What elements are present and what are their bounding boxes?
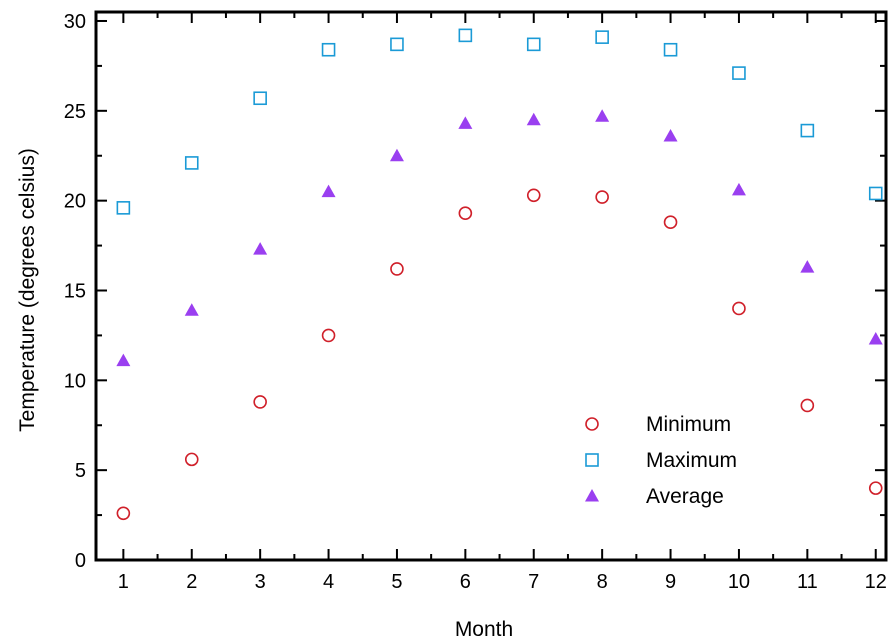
- minimum-point: [390, 262, 404, 276]
- maximum-point: [800, 123, 815, 138]
- x-tick-label: 11: [797, 571, 818, 593]
- axis-ticks: [96, 12, 886, 561]
- minimum-point: [663, 215, 678, 230]
- maximum-point: [526, 37, 541, 52]
- x-tick-label: 8: [597, 571, 608, 593]
- minimum-point: [868, 481, 883, 495]
- y-axis-label: Temperature (degrees celsius): [16, 148, 39, 432]
- average-point: [663, 128, 678, 142]
- maximum-point: [321, 42, 336, 57]
- series-minimum: [116, 188, 883, 521]
- minimum-point: [116, 506, 131, 521]
- x-tick-label: 7: [528, 571, 539, 593]
- average-point: [800, 260, 815, 273]
- x-tick-label: 9: [665, 571, 676, 593]
- average-point: [321, 184, 336, 198]
- maximum-point: [458, 28, 473, 43]
- x-tick-label: 3: [255, 571, 266, 593]
- minimum-point: [595, 190, 609, 204]
- legend-marker-average: [585, 489, 599, 502]
- data-points: [116, 28, 883, 521]
- legend-marker-minimum: [585, 417, 599, 431]
- x-tick-label: 1: [118, 571, 129, 593]
- y-tick-label: 20: [64, 191, 86, 213]
- legend-marker-maximum: [585, 453, 599, 467]
- minimum-point: [800, 398, 815, 413]
- minimum-point: [458, 206, 473, 221]
- legend-label-maximum: Maximum: [646, 449, 737, 472]
- y-tick-label: 25: [64, 101, 86, 123]
- maximum-point: [253, 91, 267, 106]
- average-point: [731, 182, 746, 196]
- x-tick-label: 10: [728, 571, 750, 593]
- legend: Minimum Maximum Average: [585, 413, 737, 508]
- x-tick-label: 6: [460, 571, 471, 593]
- x-tick-label: 2: [186, 571, 197, 593]
- series-maximum: [116, 28, 883, 215]
- average-point: [526, 112, 541, 126]
- maximum-point: [184, 156, 199, 170]
- minimum-point: [253, 395, 267, 409]
- legend-label-minimum: Minimum: [646, 413, 731, 436]
- minimum-point: [321, 328, 336, 343]
- average-point: [868, 332, 883, 345]
- series-average: [116, 109, 883, 367]
- average-point: [184, 303, 199, 316]
- x-tick-label: 4: [323, 571, 334, 593]
- average-point: [595, 109, 610, 122]
- maximum-point: [663, 42, 678, 57]
- maximum-point: [390, 37, 404, 52]
- minimum-point: [732, 301, 746, 316]
- average-point: [458, 116, 473, 129]
- maximum-point: [116, 201, 131, 215]
- maximum-point: [732, 66, 746, 80]
- average-point: [116, 353, 131, 367]
- maximum-point: [868, 186, 883, 201]
- legend-label-average: Average: [646, 485, 724, 508]
- y-tick-label: 0: [75, 550, 86, 572]
- y-tick-label: 30: [64, 11, 86, 33]
- plot-frame: [94, 10, 888, 562]
- average-point: [389, 148, 404, 162]
- minimum-point: [526, 188, 541, 203]
- minimum-point: [184, 452, 199, 467]
- x-tick-label: 5: [391, 571, 402, 593]
- x-tick-label: 12: [865, 571, 887, 593]
- y-tick-label: 5: [75, 460, 86, 482]
- x-axis-label: Month: [455, 618, 513, 641]
- y-tick-label: 15: [64, 280, 86, 302]
- average-point: [253, 242, 268, 255]
- maximum-point: [595, 30, 609, 44]
- y-tick-label: 10: [64, 370, 86, 392]
